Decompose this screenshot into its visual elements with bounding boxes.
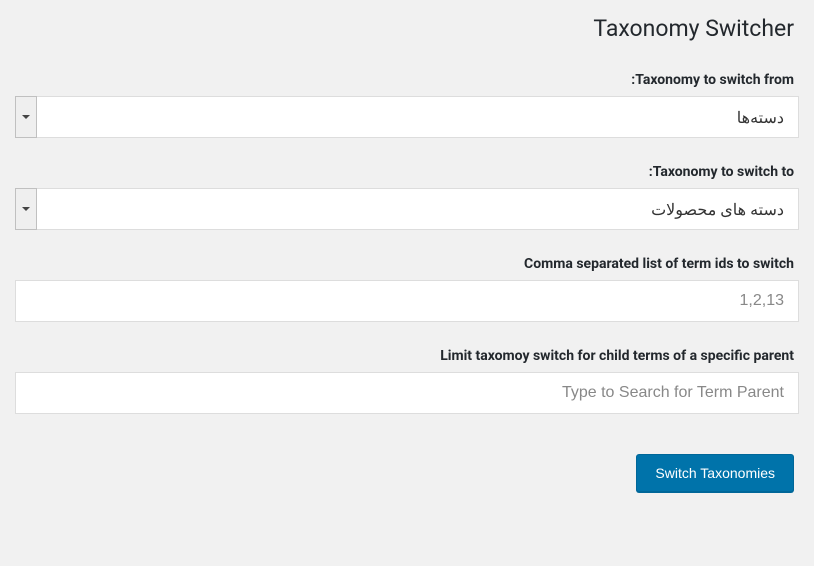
form-group-parent: Limit taxomoy switch for child terms of … bbox=[15, 348, 799, 414]
form-group-from: :Taxonomy to switch from دسته‌ها bbox=[15, 72, 799, 138]
chevron-down-icon[interactable] bbox=[15, 188, 37, 230]
taxonomy-switcher-wrap: Taxonomy Switcher :Taxonomy to switch fr… bbox=[15, 15, 799, 492]
to-label: :Taxonomy to switch to bbox=[15, 164, 799, 180]
page-title: Taxonomy Switcher bbox=[15, 15, 799, 42]
chevron-down-icon[interactable] bbox=[15, 96, 37, 138]
form-group-to: :Taxonomy to switch to دسته های محصولات bbox=[15, 164, 799, 230]
form-group-term-ids: Comma separated list of term ids to swit… bbox=[15, 256, 799, 322]
submit-row: Switch Taxonomies bbox=[15, 454, 799, 492]
term-ids-input[interactable] bbox=[15, 280, 799, 322]
parent-label: Limit taxomoy switch for child terms of … bbox=[15, 348, 799, 364]
to-select-value[interactable]: دسته های محصولات bbox=[37, 188, 799, 230]
term-ids-label: Comma separated list of term ids to swit… bbox=[15, 256, 799, 272]
from-label: :Taxonomy to switch from bbox=[15, 72, 799, 88]
switch-taxonomies-button[interactable]: Switch Taxonomies bbox=[636, 454, 794, 492]
from-select[interactable]: دسته‌ها bbox=[15, 96, 799, 138]
from-select-value[interactable]: دسته‌ها bbox=[37, 96, 799, 138]
to-select[interactable]: دسته های محصولات bbox=[15, 188, 799, 230]
parent-search-input[interactable] bbox=[15, 372, 799, 414]
